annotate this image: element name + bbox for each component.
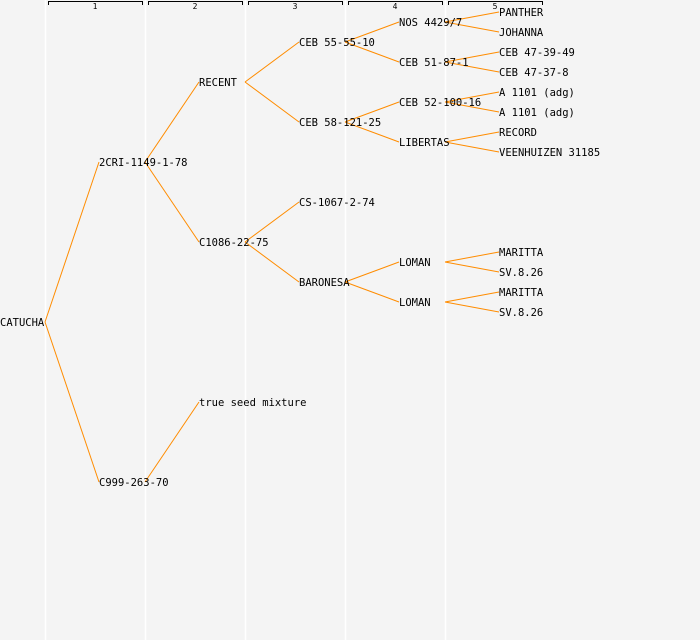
generation-bracket: [348, 1, 443, 5]
generation-bracket: [48, 1, 143, 5]
pedigree-node[interactable]: C1086-22-75: [199, 237, 269, 249]
pedigree-node[interactable]: CEB 52-100-16: [399, 97, 481, 109]
pedigree-node[interactable]: PANTHER: [499, 7, 544, 19]
pedigree-link: [344, 21, 400, 43]
pedigree-node[interactable]: LIBERTAS: [399, 137, 450, 149]
pedigree-link: [44, 161, 100, 323]
pedigree-node[interactable]: MARITTA: [499, 247, 544, 259]
pedigree-link: [144, 81, 200, 163]
generation-label: 1: [93, 2, 98, 11]
pedigree-node[interactable]: RECORD: [499, 127, 537, 139]
pedigree-node[interactable]: JOHANNA: [499, 27, 544, 39]
pedigree-node[interactable]: SV.8.26: [499, 267, 543, 279]
pedigree-node[interactable]: A 1101 (adg): [499, 107, 575, 119]
pedigree-node[interactable]: 2CRI-1149-1-78: [99, 157, 188, 169]
pedigree-node[interactable]: RECENT: [199, 77, 238, 89]
generation-label: 2: [193, 2, 198, 11]
pedigree-link: [44, 321, 100, 483]
pedigree-node[interactable]: BARONESA: [299, 277, 350, 289]
pedigree-node[interactable]: CEB 47-39-49: [499, 47, 575, 59]
pedigree-node[interactable]: true seed mixture: [199, 397, 306, 409]
pedigree-link: [344, 41, 400, 63]
pedigree-link: [444, 301, 500, 313]
generation-label: 5: [493, 2, 498, 11]
pedigree-link: [444, 61, 500, 73]
generation-bracket: [148, 1, 243, 5]
pedigree-link: [244, 41, 300, 83]
pedigree-node[interactable]: CEB 55-55-10: [299, 37, 375, 49]
pedigree-node[interactable]: LOMAN: [399, 297, 431, 309]
pedigree-link: [244, 201, 300, 243]
pedigree-link: [444, 91, 500, 103]
pedigree-node[interactable]: VEENHUIZEN 31185: [499, 147, 600, 159]
pedigree-link: [444, 291, 500, 303]
pedigree-node[interactable]: CEB 47-37-8: [499, 67, 569, 79]
pedigree-node[interactable]: NOS 4429/7: [399, 17, 462, 29]
pedigree-node[interactable]: CATUCHA: [0, 317, 45, 329]
pedigree-node[interactable]: C999-263-70: [99, 477, 169, 489]
pedigree-link: [444, 51, 500, 63]
pedigree-node[interactable]: MARITTA: [499, 287, 544, 299]
pedigree-link: [444, 261, 500, 273]
pedigree-link: [144, 401, 200, 483]
generation-bracket: [248, 1, 343, 5]
pedigree-link: [444, 141, 500, 153]
pedigree-link: [444, 251, 500, 263]
pedigree-link: [344, 121, 400, 143]
pedigree-node[interactable]: A 1101 (adg): [499, 87, 575, 99]
generation-label: 4: [393, 2, 398, 11]
pedigree-link: [444, 21, 500, 33]
pedigree-link: [444, 131, 500, 143]
generation-label: 3: [293, 2, 298, 11]
pedigree-link: [244, 241, 300, 283]
pedigree-node[interactable]: LOMAN: [399, 257, 431, 269]
pedigree-link: [144, 161, 200, 243]
pedigree-link: [444, 11, 500, 23]
pedigree-node[interactable]: CEB 51-87-1: [399, 57, 469, 69]
pedigree-link: [344, 281, 400, 303]
pedigree-node[interactable]: SV.8.26: [499, 307, 543, 319]
pedigree-link: [344, 261, 400, 283]
pedigree-link: [244, 81, 300, 123]
pedigree-link: [344, 101, 400, 123]
generation-bracket: [448, 1, 543, 5]
pedigree-link: [444, 101, 500, 113]
pedigree-node[interactable]: CEB 58-121-25: [299, 117, 381, 129]
pedigree-node[interactable]: CS-1067-2-74: [299, 197, 375, 209]
